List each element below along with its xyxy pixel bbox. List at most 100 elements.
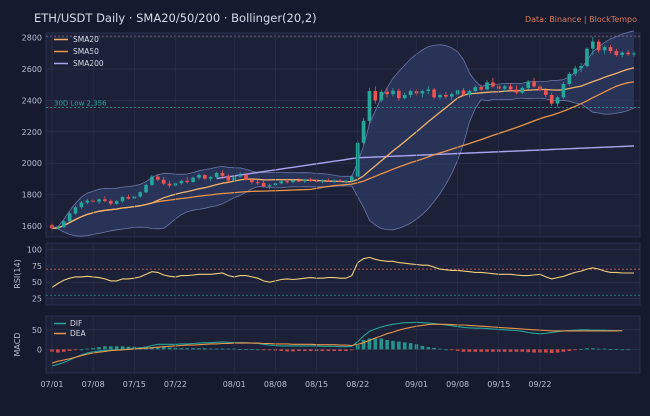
candle-body bbox=[120, 196, 125, 202]
candle-body bbox=[144, 184, 148, 193]
sma20-line bbox=[51, 67, 635, 230]
candle-body bbox=[155, 176, 160, 180]
macd-histogram-bar bbox=[85, 348, 90, 350]
macd-histogram-bar bbox=[191, 348, 195, 350]
candle-body bbox=[614, 51, 619, 55]
candle-body bbox=[579, 65, 583, 69]
macd-histogram-bar bbox=[244, 349, 248, 350]
rsi-tick-label: 25 bbox=[32, 294, 42, 303]
candle-body bbox=[567, 73, 572, 84]
macd-histogram-bar bbox=[179, 348, 184, 350]
macd-histogram-bar bbox=[373, 338, 378, 350]
candle-body bbox=[379, 91, 384, 101]
price-tick-label: 2800 bbox=[22, 34, 42, 43]
x-axis: 07/01 07/08 07/15 07/22 08/01 08/08 08/15 08/22… bbox=[40, 33, 551, 389]
candle-body bbox=[338, 180, 342, 182]
macd-histogram-bar bbox=[208, 348, 213, 350]
macd-histogram-bar bbox=[344, 349, 348, 351]
x-tick-label: 09/08 bbox=[446, 380, 469, 389]
macd-histogram-bar bbox=[596, 348, 601, 350]
candle-body bbox=[361, 120, 366, 143]
candle-body bbox=[479, 87, 483, 90]
macd-histogram-bar bbox=[297, 349, 301, 351]
legend-label-sma50: SMA50 bbox=[73, 47, 99, 56]
macd-histogram-bar bbox=[214, 348, 219, 350]
candle-body bbox=[620, 52, 625, 55]
macd-histogram-bar bbox=[308, 349, 313, 351]
macd-histogram-bar bbox=[285, 349, 289, 352]
macd-histogram-bar bbox=[226, 348, 231, 350]
legend-label-dif: DIF bbox=[70, 319, 82, 328]
macd-histogram-bar bbox=[502, 349, 507, 352]
x-tick-label: 08/01 bbox=[223, 380, 246, 389]
macd-histogram-bar bbox=[250, 349, 254, 350]
macd-histogram-bar bbox=[391, 340, 395, 350]
candle-body bbox=[397, 90, 401, 99]
candle-body bbox=[285, 181, 289, 183]
macd-histogram-bar bbox=[73, 349, 78, 351]
macd-histogram-bar bbox=[61, 349, 66, 352]
macd-histogram-bar bbox=[461, 349, 466, 352]
macd-histogram-bar bbox=[332, 349, 337, 351]
macd-axis-label: MACD bbox=[13, 333, 22, 357]
macd-histogram-bar bbox=[573, 349, 578, 351]
candle-body bbox=[244, 175, 248, 180]
macd-histogram-bar bbox=[326, 349, 331, 351]
candle-body bbox=[385, 91, 389, 95]
macd-histogram-bar bbox=[561, 349, 566, 352]
candle-body bbox=[420, 91, 425, 94]
candle-body bbox=[85, 200, 90, 203]
macd-histogram-bar bbox=[402, 342, 407, 350]
candle-body bbox=[596, 41, 601, 51]
macd-histogram-bar bbox=[508, 349, 513, 352]
macd-histogram-bar bbox=[379, 338, 384, 350]
macd-histogram-bar bbox=[185, 348, 190, 350]
candle-body bbox=[444, 94, 448, 97]
candle-body bbox=[461, 90, 466, 95]
macd-histogram-bar bbox=[444, 349, 448, 351]
candle-body bbox=[402, 94, 407, 99]
candle-body bbox=[585, 48, 589, 66]
candle-body bbox=[449, 94, 454, 97]
rsi-tick-label: 50 bbox=[32, 278, 42, 287]
macd-histogram-bar bbox=[608, 349, 613, 350]
candle-body bbox=[320, 180, 325, 182]
candle-body bbox=[549, 94, 554, 104]
candle-body bbox=[97, 199, 101, 202]
candle-body bbox=[485, 82, 489, 90]
legend-label-sma200: SMA200 bbox=[73, 59, 104, 68]
candle-body bbox=[373, 91, 378, 101]
macd-histogram-bar bbox=[255, 349, 260, 351]
candle-body bbox=[561, 84, 566, 98]
x-tick-label: 07/22 bbox=[164, 380, 187, 389]
candle-body bbox=[79, 202, 84, 208]
macd-histogram-bar bbox=[126, 346, 131, 350]
candle-body bbox=[408, 91, 413, 95]
candle-body bbox=[573, 68, 578, 74]
x-tick-label: 08/15 bbox=[305, 380, 328, 389]
macd-histogram-bar bbox=[567, 349, 572, 351]
candle-body bbox=[238, 175, 242, 177]
macd-histogram-bar bbox=[367, 338, 372, 350]
macd-histogram-bar bbox=[103, 346, 107, 350]
candle-body bbox=[291, 180, 295, 183]
candle-body bbox=[67, 213, 72, 222]
x-tick-label: 09/15 bbox=[487, 380, 510, 389]
macd-histogram-bar bbox=[485, 349, 489, 352]
macd-histogram-bar bbox=[432, 347, 436, 350]
x-tick-label: 09/01 bbox=[405, 380, 428, 389]
price-tick-label: 2400 bbox=[22, 96, 42, 105]
rsi-tick-label: 100 bbox=[27, 246, 42, 255]
candle-body bbox=[526, 81, 531, 88]
candle-body bbox=[103, 199, 107, 201]
candle-body bbox=[126, 196, 131, 199]
macd-histogram-bar bbox=[349, 349, 354, 351]
x-tick-label: 07/08 bbox=[82, 380, 105, 389]
macd-histogram-bar bbox=[438, 348, 442, 350]
x-tick-label: 08/08 bbox=[264, 380, 287, 389]
candle-body bbox=[150, 176, 154, 185]
macd-histogram-bar bbox=[97, 347, 101, 350]
price-tick-label: 2200 bbox=[22, 128, 42, 137]
chart-title: ETH/USDT Daily · SMA20/50/200 · Bollinge… bbox=[34, 11, 317, 25]
price-panel: 1600 1800 2000 2200 2400 2600 2800 30D Low 2,35… bbox=[22, 30, 641, 238]
